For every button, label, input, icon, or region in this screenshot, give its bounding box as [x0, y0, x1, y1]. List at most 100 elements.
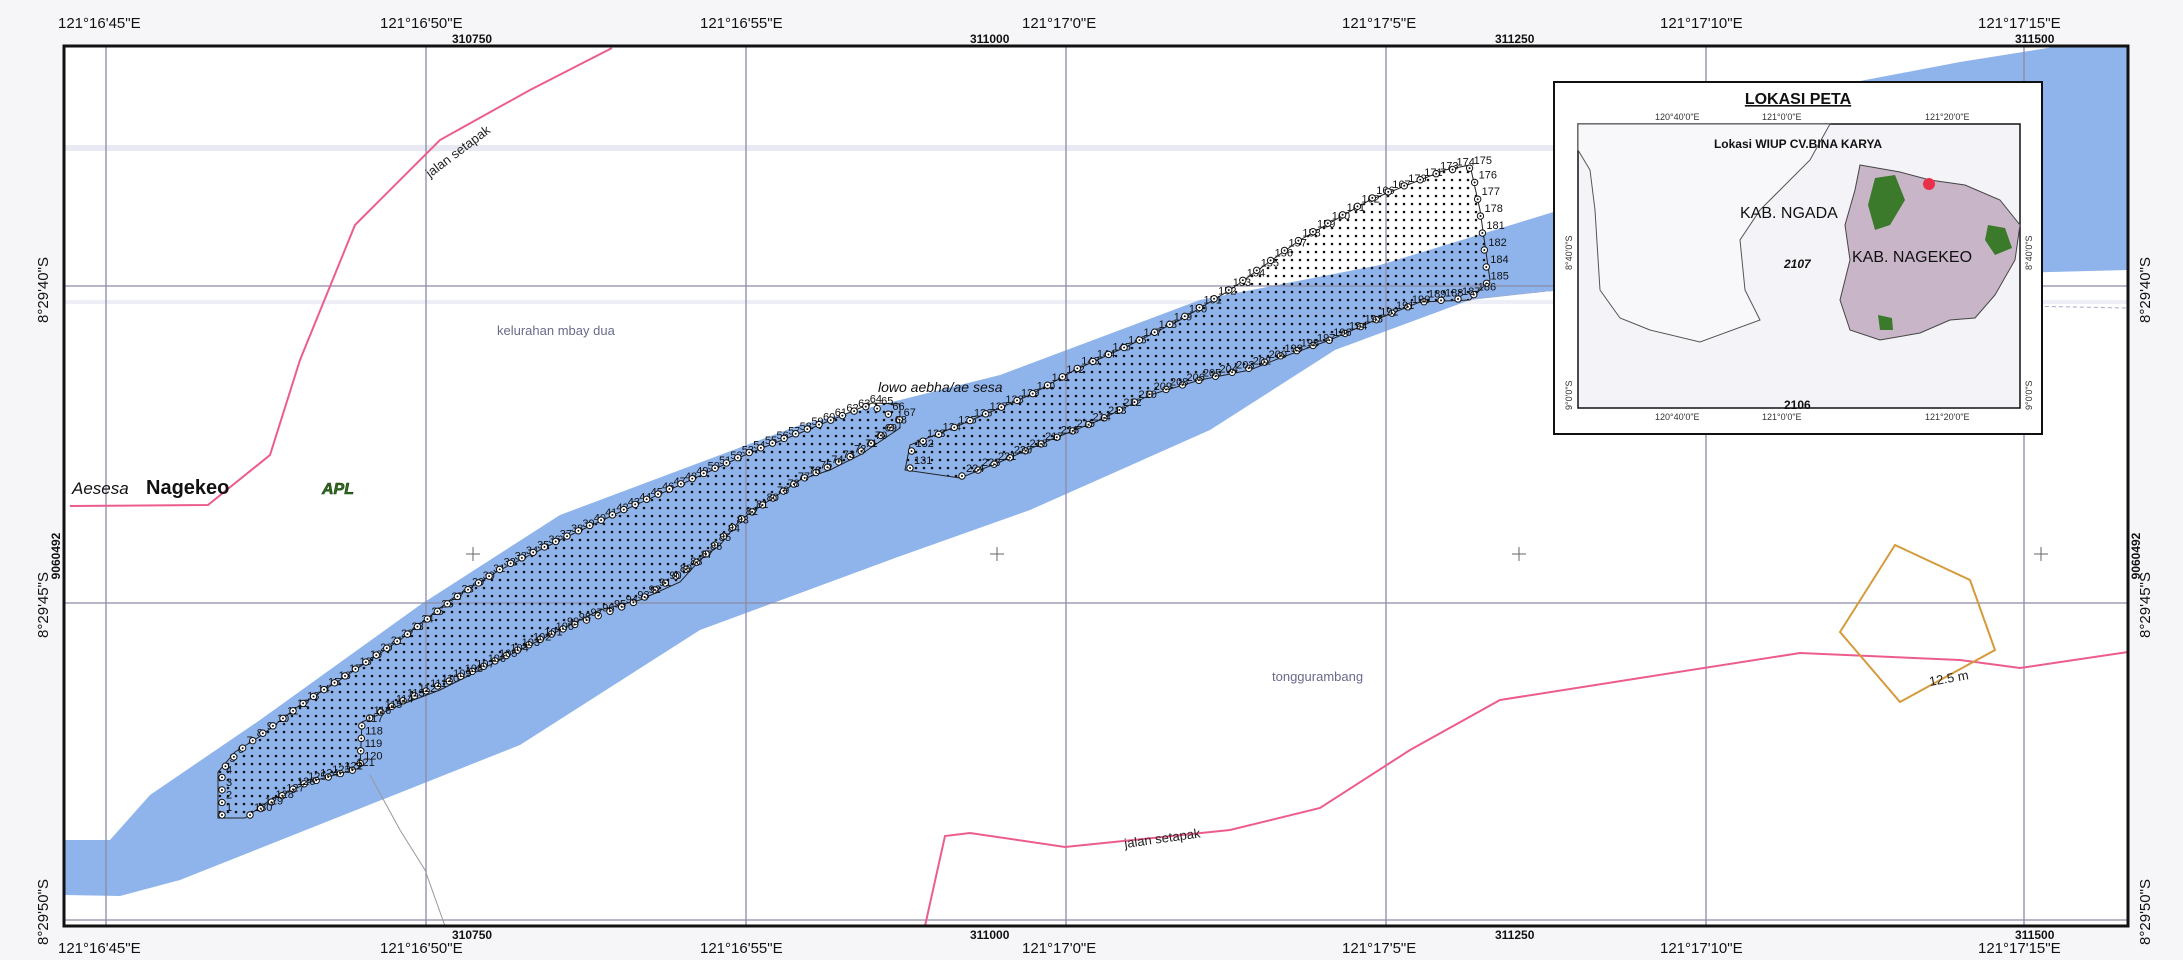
vertex-point: 103 [513, 637, 540, 654]
inset-wiup-marker [1923, 178, 1935, 190]
vertex-marker-center [1107, 353, 1110, 356]
inset-kab-nagekeo: KAB. NAGEKEO [1852, 249, 1972, 266]
vertex-marker-center [270, 801, 273, 804]
vertex-marker-center [1295, 349, 1298, 352]
vertex-marker-center [879, 434, 882, 437]
vertex-label: 91 [659, 577, 671, 589]
vertex-point: 85 [711, 532, 731, 549]
vertex-marker-center [1123, 346, 1126, 349]
vertex-point: 210 [1130, 389, 1157, 406]
vertex-label: 114 [396, 693, 414, 705]
vertex-marker-center [1183, 315, 1186, 318]
vertex-marker-center [1138, 339, 1141, 342]
vertex-label: 224 [966, 463, 984, 475]
vertex-label: 204 [1220, 363, 1238, 375]
vertex-marker-center [691, 477, 694, 480]
vertex-marker-center [1000, 406, 1003, 409]
vertex-marker-center [456, 595, 459, 598]
vertex-point: 223 [974, 457, 1000, 474]
vertex-point: 199 [1276, 343, 1303, 360]
vertex-point: 95 [606, 598, 626, 615]
vertex-label: 119 [365, 738, 383, 750]
vertex-point: 123 [324, 764, 351, 781]
vertex-point: 115 [377, 699, 402, 716]
vertex-marker-center [291, 788, 294, 791]
vertex-label: 98 [579, 611, 591, 623]
left-lat: 8°29'40"S [35, 257, 52, 323]
vertex-marker-center [1031, 392, 1034, 395]
vertex-marker-center [722, 535, 725, 538]
vertex-marker-center [761, 503, 764, 506]
vertex-marker-center [1008, 456, 1011, 459]
vertex-marker-center [803, 476, 806, 479]
bottom-coord: 121°17'15"E [1978, 940, 2061, 957]
inset-land-west [1577, 123, 1831, 343]
vertex-marker-center [585, 619, 588, 622]
vertex-point: 187 [1454, 286, 1480, 303]
vertex-point: 78 [779, 478, 800, 495]
vertex-marker-center [1133, 401, 1136, 404]
vertex-marker-center [1341, 213, 1344, 216]
vertex-marker-center [482, 665, 485, 668]
vertex-label: 96 [602, 603, 614, 615]
vertex-marker-center [759, 446, 762, 449]
vertex-marker-center [849, 455, 852, 458]
vertex-marker-center [1359, 325, 1362, 328]
vertex-marker-center [783, 437, 786, 440]
road-west [69, 47, 613, 507]
vertex-marker-center [359, 749, 362, 752]
vertex-marker-center [344, 674, 347, 677]
vertex-marker-center [1263, 361, 1266, 364]
vertex-marker-center [806, 428, 809, 431]
vertex-point: 83 [728, 514, 749, 532]
vertex-point: 76 [800, 465, 821, 482]
vertex-marker-center [446, 602, 449, 605]
vertex-label: 2 [226, 789, 232, 801]
vertex-marker-center [837, 460, 840, 463]
vertex-point: 28 [453, 583, 474, 601]
vertex-marker-center [1435, 172, 1438, 175]
vertex-label: 188 [1445, 287, 1463, 299]
vertex-marker-center [1440, 299, 1443, 302]
top-coord: 121°16'45"E [58, 15, 141, 32]
vertex-point: 214 [1084, 412, 1111, 429]
vertex-label: 64 [870, 394, 882, 406]
vertex-point: 74 [823, 454, 844, 471]
vertex-label: 73 [843, 449, 855, 461]
bottom-coord: 121°17'10"E [1660, 940, 1743, 957]
vertex-point: 68 [886, 415, 907, 432]
vertex-marker-center [597, 614, 600, 617]
vertex-marker-center [281, 794, 284, 797]
vertex-point: 64 [862, 394, 882, 411]
vertex-point: 105 [491, 648, 517, 665]
vertex-marker-center [359, 762, 362, 765]
vertex-label: 197 [1317, 332, 1335, 344]
vertex-point: 73 [835, 449, 855, 466]
vertex-marker-center [368, 716, 371, 719]
vertex-label: 89 [680, 563, 692, 575]
vertex-marker-center [977, 469, 980, 472]
vertex-label: 83 [737, 514, 749, 526]
vertex-label: 192 [1380, 307, 1398, 319]
vertex-label: 213 [1108, 405, 1126, 417]
vertex-label: 88 [690, 556, 702, 568]
vertex-marker-center [1312, 344, 1315, 347]
utm-crosses [466, 547, 2048, 561]
vertex-label: 177 [1482, 186, 1500, 198]
vertex-marker-center [695, 561, 698, 564]
vertex-label: 124 [320, 767, 338, 779]
vertex-point: 116 [365, 705, 391, 722]
vertex-label: 110 [442, 673, 460, 685]
vertex-point: 203 [1228, 359, 1254, 376]
vertex-marker-center [406, 633, 409, 636]
vertex-marker-center [1356, 205, 1359, 208]
vertex-label: 82 [746, 506, 758, 518]
vertex-label: 191 [1396, 300, 1414, 312]
vertex-marker-center [664, 582, 667, 585]
vertex-point: 19 [362, 649, 382, 666]
vertex-label: 1 [226, 802, 232, 814]
utm-cross [466, 547, 480, 561]
vertex-point: 80 [758, 492, 779, 509]
vertex-marker-center [494, 659, 497, 662]
vertex-marker-center [1227, 288, 1230, 291]
